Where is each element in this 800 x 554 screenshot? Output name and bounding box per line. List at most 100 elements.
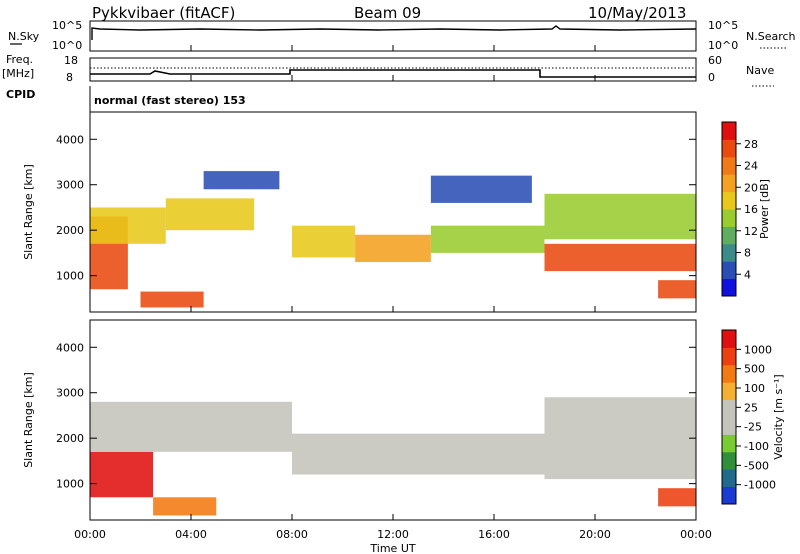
power-colorbar-seg-1 <box>722 261 736 280</box>
velocity-ytick-label-0: 1000 <box>56 478 84 491</box>
power-band-5 <box>355 234 431 262</box>
velocity-colorbar-seg-8 <box>722 347 736 366</box>
power-ylabel: Slant Range [km] <box>22 164 35 260</box>
power-band-10 <box>430 175 532 203</box>
freq-tick-bottom: 8 <box>66 71 73 84</box>
velocity-colorbar-tick-label-6: -500 <box>744 459 769 472</box>
power-colorbar-seg-6 <box>722 174 736 193</box>
velocity-band-2 <box>292 433 545 475</box>
time-axis-label: Time UT <box>369 542 415 554</box>
velocity-ytick-label-3: 4000 <box>56 341 84 354</box>
beam-title: Beam 09 <box>354 4 421 22</box>
nsearch-tick-bottom: 10^0 <box>708 39 738 52</box>
power-colorbar-tick-label-0: 28 <box>744 138 758 151</box>
velocity-colorbar-label: Velocity [m s⁻¹] <box>772 374 785 459</box>
cpid-label: CPID <box>6 88 35 101</box>
power-colorbar-seg-5 <box>722 191 736 210</box>
power-colorbar-tick-label-6: 4 <box>744 268 751 281</box>
velocity-panel: 1000 2000 3000 4000 Slant Range [km] <box>22 319 697 521</box>
power-colorbar: 28 24 20 16 12 8 4 Power [dB] <box>721 121 771 297</box>
power-ytick-label-2: 3000 <box>56 179 84 192</box>
velocity-colorbar-tick-label-5: -100 <box>744 440 769 453</box>
power-colorbar-tick-label-3: 16 <box>744 203 758 216</box>
time-tick-label-3: 12:00 <box>377 528 409 541</box>
freq-tick-top: 18 <box>64 54 78 67</box>
power-colorbar-seg-4 <box>722 209 736 227</box>
nave-label: Nave <box>746 64 774 77</box>
time-tick-label-6: 00:00 <box>680 528 712 541</box>
power-band-8 <box>544 193 696 240</box>
time-tick-label-1: 04:00 <box>175 528 207 541</box>
freq-trace <box>90 69 696 78</box>
velocity-colorbar-seg-5 <box>722 399 736 418</box>
velocity-ytick-label-1: 2000 <box>56 432 84 445</box>
velocity-colorbar: 1000 500 100 25 -25 -100 -500 -1000 Velocity [m… <box>721 329 785 505</box>
velocity-colorbar-seg-0 <box>722 486 736 505</box>
freq-unit: [MHz] <box>2 67 34 80</box>
power-colorbar-seg-7 <box>722 156 736 175</box>
velocity-band-3 <box>544 397 696 480</box>
nsky-label: N.Sky <box>8 30 40 43</box>
velocity-colorbar-tick-label-7: -1000 <box>744 479 776 492</box>
time-tick-label-0: 00:00 <box>74 528 106 541</box>
freq-panel: Freq. [MHz] 18 8 60 0 Nave <box>2 53 774 87</box>
power-colorbar-seg-3 <box>722 226 736 245</box>
velocity-band-4 <box>153 497 217 516</box>
power-band-4 <box>292 225 356 258</box>
time-axis: 00:00 04:00 08:00 12:00 16:00 20:00 00:00 <box>74 45 712 541</box>
power-heatmap <box>90 171 696 308</box>
power-colorbar-tick-label-1: 24 <box>744 160 758 173</box>
power-panel: 1000 2000 3000 4000 Slant Range [km] <box>22 111 697 313</box>
velocity-colorbar-tick-label-1: 500 <box>744 363 765 376</box>
power-colorbar-seg-0 <box>722 278 736 297</box>
power-colorbar-tick-label-5: 8 <box>744 247 751 260</box>
nsearch-tick-top: 10^5 <box>708 19 738 32</box>
power-ytick-label-3: 4000 <box>56 133 84 146</box>
power-band-1 <box>90 207 166 244</box>
power-colorbar-tick-label-2: 20 <box>744 181 758 194</box>
velocity-colorbar-tick-label-4: -25 <box>744 421 762 434</box>
velocity-colorbar-seg-6 <box>722 382 736 401</box>
velocity-colorbar-seg-7 <box>722 364 736 383</box>
nsky-tick-top: 10^5 <box>52 19 82 32</box>
nave-tick-top: 60 <box>708 54 722 67</box>
velocity-colorbar-tick-label-2: 100 <box>744 382 765 395</box>
nsky-trace <box>91 25 697 40</box>
nsky-panel: N.Sky 10^5 10^0 10^5 10^0 N.Search <box>8 19 796 52</box>
power-band-3 <box>140 291 204 308</box>
velocity-band-0 <box>90 451 154 498</box>
power-ytick-label-0: 1000 <box>56 270 84 283</box>
velocity-band-1 <box>90 401 292 452</box>
velocity-colorbar-tick-label-3: 25 <box>744 401 758 414</box>
nave-tick-bottom: 0 <box>708 71 715 84</box>
date-title: 10/May/2013 <box>588 4 686 22</box>
power-colorbar-seg-8 <box>722 139 736 158</box>
time-tick-label-2: 08:00 <box>276 528 308 541</box>
velocity-colorbar-seg-9 <box>722 330 736 348</box>
cpid-panel: CPID normal (fast stereo) 153 <box>6 86 246 112</box>
freq-label: Freq. <box>6 53 33 66</box>
power-band-6 <box>430 225 545 253</box>
power-ytick-label-1: 2000 <box>56 224 84 237</box>
velocity-colorbar-seg-4 <box>722 417 736 435</box>
velocity-colorbar-seg-2 <box>722 451 736 470</box>
power-colorbar-label: Power [dB] <box>758 179 771 239</box>
power-band-2 <box>165 198 255 231</box>
cpid-text: normal (fast stereo) 153 <box>94 94 246 107</box>
radar-title: Pykkvibaer (fitACF) <box>92 4 235 22</box>
power-band-7 <box>544 243 696 272</box>
velocity-colorbar-tick-label-0: 1000 <box>744 343 772 356</box>
velocity-colorbar-seg-1 <box>722 469 736 488</box>
time-tick-label-5: 20:00 <box>579 528 611 541</box>
velocity-ylabel: Slant Range [km] <box>22 372 35 468</box>
power-y-axis: 1000 2000 3000 4000 <box>56 133 696 283</box>
power-colorbar-seg-2 <box>722 243 736 262</box>
nsearch-label: N.Search <box>746 30 796 43</box>
velocity-band-5 <box>658 488 696 507</box>
velocity-y-axis: 1000 2000 3000 4000 <box>56 341 696 491</box>
power-colorbar-tick-label-4: 12 <box>744 225 758 238</box>
velocity-colorbar-seg-3 <box>722 434 736 453</box>
velocity-heatmap <box>90 397 696 516</box>
power-colorbar-seg-9 <box>722 122 736 140</box>
